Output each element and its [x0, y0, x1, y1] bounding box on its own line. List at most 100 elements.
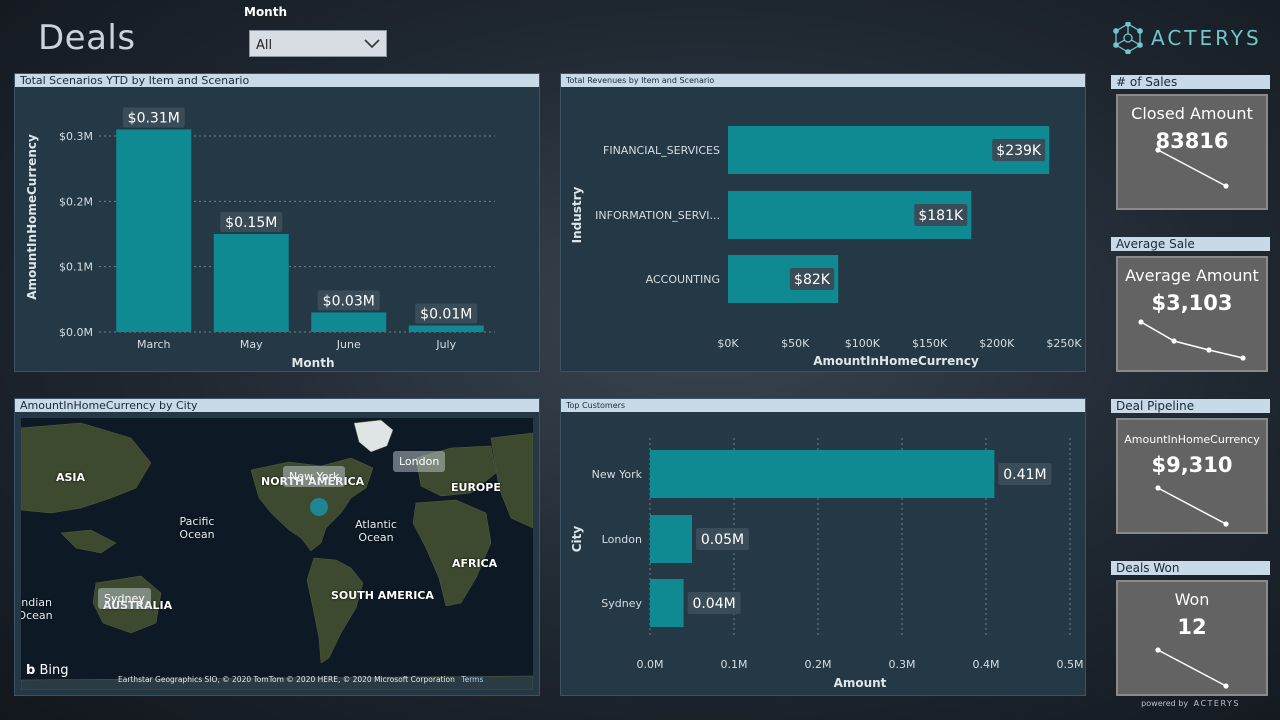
y-tick-label: FINANCIAL_SERVICES — [603, 144, 720, 157]
revenues-chart-panel[interactable]: Total Revenues by Item and Scenario $0K $… — [560, 73, 1086, 372]
map-attribution: Earthstar Geographics SIO, © 2020 TomTom… — [118, 675, 483, 684]
month-filter-label: Month — [244, 5, 288, 19]
sparkline — [1155, 647, 1229, 689]
sparkline-point — [1223, 521, 1229, 527]
sparkline — [1155, 485, 1229, 527]
y-tick-label: Sydney — [601, 597, 642, 610]
bar — [213, 234, 289, 332]
data-label-bg — [687, 592, 741, 614]
sparkline-point — [1155, 147, 1161, 153]
bar — [650, 515, 692, 563]
y-axis-title: Industry — [570, 186, 584, 243]
y-tick-label: $0.0M — [59, 326, 93, 339]
x-tick-label: July — [435, 338, 456, 351]
kpi-card-header: # of Sales — [1111, 75, 1270, 89]
x-tick-label: $150K — [912, 337, 948, 350]
sparkline-point — [1223, 683, 1229, 689]
bar — [650, 450, 995, 498]
data-label: $0.15M — [225, 215, 277, 231]
y-axis-title: City — [570, 526, 584, 553]
data-label: 0.41M — [1003, 467, 1046, 483]
data-label: $0.31M — [128, 110, 180, 126]
data-label: $0.03M — [323, 293, 375, 309]
bar — [650, 579, 684, 627]
kpi-card[interactable]: Won 12 — [1116, 580, 1268, 696]
kpi-value: 83816 — [1155, 129, 1229, 153]
sparkline-point — [1171, 338, 1177, 344]
sparkline-path — [1140, 321, 1244, 359]
month-select[interactable]: All — [249, 30, 387, 57]
acterys-logo: ACTERYS — [1113, 22, 1262, 54]
x-tick-label: March — [137, 338, 171, 351]
x-tick-label: June — [336, 338, 361, 351]
panel-title: Top Customers — [561, 399, 1085, 412]
x-tick-label: $250K — [1046, 337, 1082, 350]
kpi-value: $3,103 — [1151, 291, 1233, 315]
y-axis-title: AmountInHomeCurrency — [25, 134, 39, 300]
attribution-text: Earthstar Geographics SIO, © 2020 TomTom… — [118, 675, 455, 684]
x-tick-label: 0.4M — [973, 658, 1000, 671]
kpi-card[interactable]: AmountInHomeCurrency $9,310 — [1116, 418, 1268, 534]
x-tick-label: 0.3M — [889, 658, 916, 671]
x-axis-title: AmountInHomeCurrency — [813, 354, 979, 368]
sparkline-path — [1157, 487, 1227, 525]
city-bubble-london[interactable]: London — [393, 451, 446, 472]
terms-link[interactable]: Terms — [461, 675, 484, 684]
sparkline-point — [1138, 319, 1144, 325]
data-label-bg — [220, 212, 283, 232]
y-tick-label: London — [602, 533, 642, 546]
data-label: $82K — [794, 272, 831, 288]
x-tick-label: 0.1M — [721, 658, 748, 671]
kpi-value: $9,310 — [1151, 453, 1233, 477]
sparkline — [1138, 319, 1246, 361]
x-tick-label: 0.5M — [1057, 658, 1084, 671]
bar — [311, 312, 387, 332]
map-label-south-america: SOUTH AMERICA — [331, 589, 434, 602]
city-bubble-sydney[interactable]: Sydney — [98, 588, 151, 609]
x-tick-label: 0.2M — [805, 658, 832, 671]
y-tick-label: New York — [592, 468, 643, 481]
map-label-europe: EUROPE — [451, 481, 501, 494]
bing-icon: b — [26, 663, 36, 678]
chevron-down-icon — [364, 39, 380, 49]
ytd-chart-panel[interactable]: Total Scenarios YTD by Item and Scenario… — [14, 73, 540, 372]
kpi-card-header: Deals Won — [1111, 561, 1270, 575]
powered-text: powered by — [1141, 699, 1189, 708]
sparkline-point — [1223, 183, 1229, 189]
world-map[interactable]: ASIA NORTH AMERICA EUROPE Pacific Ocean … — [21, 418, 533, 690]
y-tick-label: $0.2M — [59, 195, 93, 208]
data-label-bg — [992, 139, 1046, 161]
page-title: Deals — [38, 18, 136, 58]
data-label-bg — [317, 290, 380, 311]
panel-title: Total Revenues by Item and Scenario — [561, 74, 1085, 87]
top-customers-panel[interactable]: Top Customers 0.0M 0.1M 0.2M 0.3M 0.4M 0.5M Ne… — [560, 398, 1086, 696]
world-map-graphic — [21, 418, 533, 690]
city-bubble-new-york[interactable]: New York — [283, 466, 346, 487]
new-york-bubble-marker — [310, 498, 328, 516]
logo-text: ACTERYS — [1151, 26, 1262, 50]
map-label-atlantic: Atlantic Ocean — [355, 518, 397, 544]
data-label: 0.05M — [701, 532, 744, 548]
bing-text: Bing — [39, 663, 69, 678]
data-label-bg — [998, 463, 1052, 485]
y-tick-label: ACCOUNTING — [646, 273, 720, 286]
sparkline-path — [1157, 149, 1227, 187]
data-label-bg — [122, 107, 185, 128]
sparkline-point — [1155, 485, 1161, 491]
data-label: $0.01M — [420, 306, 472, 322]
x-tick-label: May — [240, 338, 263, 351]
data-label: 0.04M — [692, 596, 735, 612]
panel-title: AmountInHomeCurrency by City — [15, 399, 539, 412]
data-label-bg — [696, 528, 749, 550]
data-label-bg — [789, 268, 835, 290]
bing-logo: b Bing — [26, 663, 68, 678]
kpi-card[interactable]: Average Amount $3,103 — [1116, 256, 1268, 372]
x-axis-title: Month — [291, 356, 334, 370]
revenues-bar-chart: $0K $50K $100K $150K $200K $250K FINANCIAL_SER… — [570, 126, 1082, 368]
kpi-card-header: Deal Pipeline — [1111, 399, 1270, 413]
kpi-label: Closed Amount — [1131, 104, 1253, 123]
sparkline-point — [1240, 355, 1246, 361]
x-tick-label: $100K — [845, 337, 881, 350]
data-label-bg — [914, 204, 968, 226]
kpi-card[interactable]: Closed Amount 83816 — [1116, 94, 1268, 210]
